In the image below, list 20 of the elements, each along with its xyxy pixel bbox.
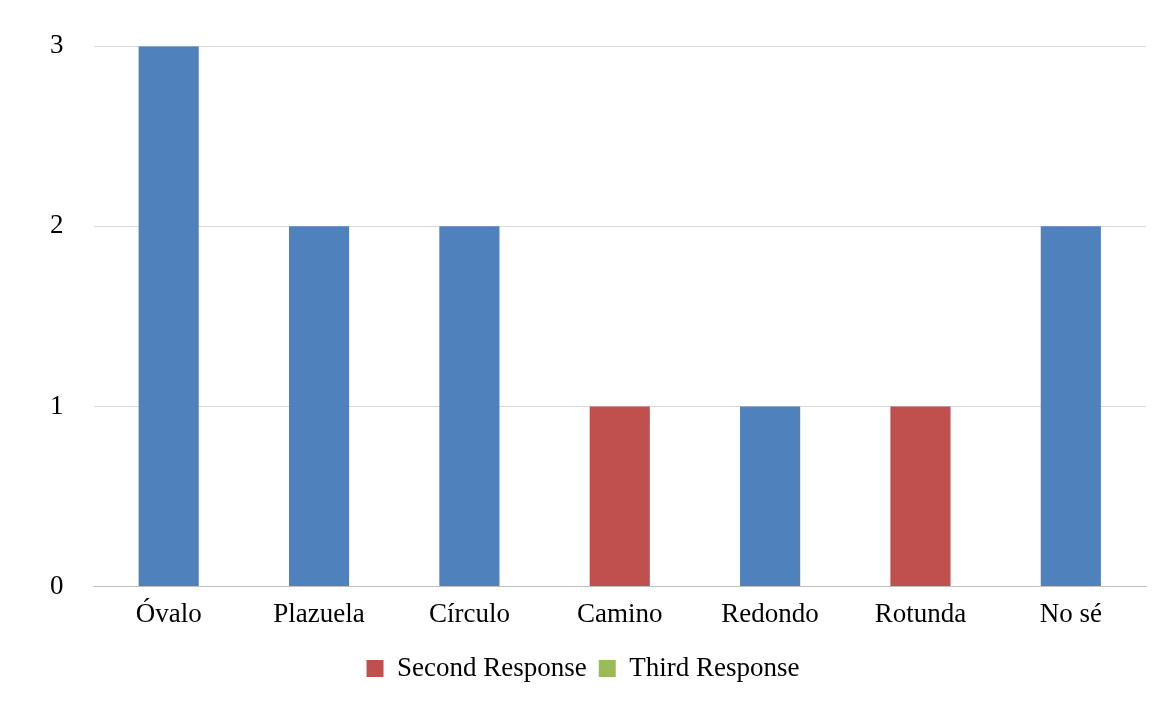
y-tick-label: 2 xyxy=(50,209,64,240)
bar xyxy=(138,46,199,587)
x-tick-label: Óvalo xyxy=(135,597,202,628)
bar xyxy=(740,406,801,587)
y-tick-label: 1 xyxy=(50,389,64,420)
bar xyxy=(589,406,650,587)
y-tick-label: 0 xyxy=(50,569,64,600)
x-tick-label: Camino xyxy=(577,597,663,628)
legend-label: Second Response xyxy=(397,651,587,682)
y-tick-label: 3 xyxy=(50,29,64,60)
bar xyxy=(1040,226,1101,587)
x-tick-label: No sé xyxy=(1039,597,1102,628)
bar xyxy=(890,406,951,587)
x-tick-label: Redondo xyxy=(721,597,819,628)
bar xyxy=(288,226,350,587)
bar xyxy=(439,226,500,587)
x-tick-label: Círculo xyxy=(428,597,510,628)
legend-label: Third Response xyxy=(629,651,800,682)
x-tick-label: Plazuela xyxy=(273,597,365,628)
x-tick-label: Rotunda xyxy=(874,597,967,628)
